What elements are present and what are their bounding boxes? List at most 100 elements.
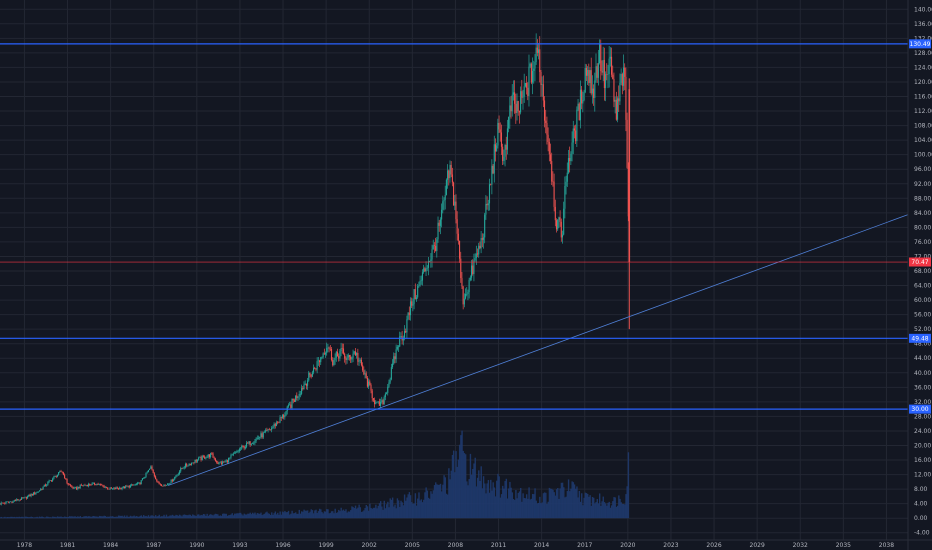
candle-body — [188, 463, 190, 466]
volume-bar — [189, 514, 192, 519]
candle-body — [582, 99, 584, 104]
candle-body — [506, 128, 508, 150]
candle-body — [305, 383, 307, 386]
volume-bar — [207, 515, 210, 519]
candle-body — [388, 382, 390, 387]
candle-body — [459, 240, 461, 259]
volume-bar — [170, 515, 172, 519]
volume-bar — [198, 514, 200, 519]
volume-bar — [576, 486, 578, 519]
volume-bar — [212, 515, 214, 519]
candle-body — [234, 452, 236, 454]
volume-bar — [384, 508, 387, 519]
volume-bar — [139, 515, 141, 519]
candle-body — [538, 49, 540, 53]
volume-bar — [587, 493, 589, 519]
candle-body — [482, 237, 485, 240]
candle-body — [29, 494, 31, 497]
volume-bar — [499, 497, 502, 519]
candle-body — [25, 496, 27, 499]
candle-body — [480, 238, 482, 249]
candle-body — [576, 109, 578, 142]
candle-body — [141, 478, 143, 481]
candle-body — [289, 404, 291, 406]
volume-bar — [199, 515, 201, 519]
candle-body — [546, 123, 548, 135]
candle-body — [359, 359, 361, 361]
volume-bar — [192, 514, 194, 519]
volume-bar — [595, 502, 597, 519]
candle-body — [573, 128, 576, 131]
candle-body — [129, 485, 131, 488]
volume-bar — [287, 510, 290, 519]
volume-bar — [376, 508, 378, 519]
volume-bar — [470, 474, 473, 519]
volume-bar — [482, 476, 485, 519]
candle-body — [68, 484, 70, 486]
volume-bar — [352, 507, 354, 519]
candle-body — [260, 433, 262, 438]
volume-bar — [26, 516, 29, 519]
volume-bar — [457, 459, 460, 519]
volume-bar — [168, 516, 170, 519]
candle-body — [569, 158, 571, 162]
candle-body — [368, 381, 370, 387]
candle-body — [55, 475, 57, 477]
volume-bar — [83, 516, 85, 519]
volume-bar — [385, 504, 388, 519]
x-tick-label: 1993 — [232, 542, 247, 549]
drawing-overlays[interactable] — [0, 43, 909, 486]
candle-body — [549, 154, 552, 162]
x-tick-label: 1996 — [275, 542, 290, 549]
candle-body — [20, 497, 23, 500]
y-tick-label: 84.00 — [914, 210, 931, 217]
candle-body — [224, 461, 226, 463]
candle-body — [49, 480, 51, 481]
y-tick-label: 136.00 — [914, 21, 932, 28]
volume-bar — [559, 488, 561, 519]
volume-bar — [219, 515, 222, 519]
level-price-tag[interactable] — [909, 39, 931, 49]
candle-body — [238, 448, 240, 452]
candle-body — [153, 473, 155, 477]
level-price-tag[interactable] — [909, 404, 931, 414]
candle-body — [375, 402, 377, 405]
candle-body — [137, 482, 139, 485]
candle-body — [625, 76, 627, 120]
candle-body — [453, 182, 455, 206]
volume-bar — [50, 517, 53, 519]
candle-body — [490, 184, 492, 185]
volume-bar — [58, 516, 60, 519]
candle-body — [444, 194, 446, 200]
volume-bar — [502, 485, 504, 519]
candle-body — [445, 179, 447, 195]
volume-bar — [138, 516, 140, 519]
candle-body — [151, 466, 153, 470]
volume-bar — [322, 513, 324, 519]
candle-body — [378, 401, 380, 406]
candle-body — [50, 480, 53, 481]
candle-body — [226, 460, 228, 463]
time-axis[interactable]: 1978 1981 1984 1987 1990 1993 1996 1999 2002 2005… — [0, 539, 932, 549]
candle-body — [248, 441, 250, 444]
candle-body — [539, 49, 541, 72]
volume-bar — [572, 482, 575, 519]
candle-body — [163, 485, 165, 487]
price-axis[interactable]: 140.00 136.00 132.00 128.00 124.00 120.00 116.… — [907, 0, 932, 550]
candle-body — [541, 84, 543, 85]
volume-bar — [571, 481, 573, 519]
trend-line[interactable] — [167, 214, 909, 486]
volume-bar — [419, 500, 421, 519]
volume-bar — [606, 505, 608, 519]
candle-body — [504, 144, 506, 157]
candle-body — [391, 363, 394, 368]
last-price-tag[interactable] — [909, 257, 931, 267]
price-candles — [0, 33, 631, 506]
level-price-tag[interactable] — [909, 333, 931, 343]
volume-bar — [402, 505, 405, 519]
volume-bar — [616, 505, 619, 519]
candle-body — [353, 351, 355, 354]
y-tick-label: 116.00 — [914, 94, 932, 101]
volume-bar — [235, 513, 237, 519]
